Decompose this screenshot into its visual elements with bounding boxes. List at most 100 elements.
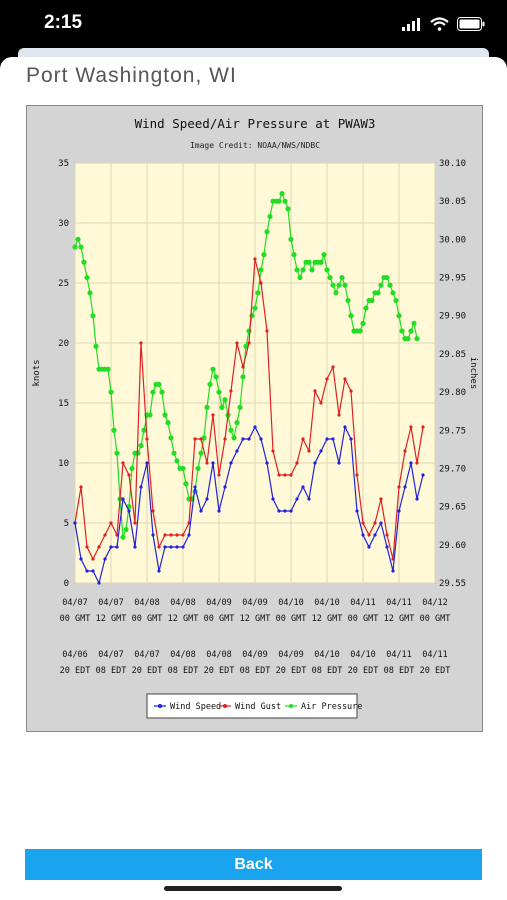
x-tick-time: 20 EDT bbox=[132, 666, 163, 676]
air-pressure-point bbox=[78, 244, 84, 250]
air-pressure-point bbox=[309, 267, 315, 273]
wind-gust-point bbox=[271, 449, 275, 453]
air-pressure-point bbox=[75, 236, 81, 242]
wind-speed-point bbox=[283, 509, 287, 513]
wind-gust-point bbox=[385, 533, 389, 537]
wind-speed-point bbox=[247, 437, 251, 441]
air-pressure-point bbox=[297, 274, 303, 281]
wind-speed-point bbox=[163, 545, 167, 549]
wind-gust-point bbox=[409, 425, 413, 429]
wind-speed-point bbox=[133, 545, 137, 549]
wind-speed-point bbox=[175, 545, 179, 549]
y-left-tick-label: 5 bbox=[64, 519, 69, 529]
x-tick-date: 04/09 bbox=[206, 598, 232, 608]
air-pressure-point bbox=[72, 244, 78, 250]
wind-speed-point bbox=[181, 545, 185, 549]
air-pressure-point bbox=[111, 427, 117, 433]
air-pressure-point bbox=[108, 389, 114, 395]
y-left-tick-label: 10 bbox=[58, 459, 69, 469]
wind-speed-point bbox=[403, 485, 407, 489]
x-tick-time: 12 GMT bbox=[240, 614, 271, 624]
wind-speed-point bbox=[325, 437, 329, 441]
air-pressure-point bbox=[105, 366, 111, 372]
air-pressure-point bbox=[222, 397, 228, 403]
x-tick-date: 04/08 bbox=[206, 650, 232, 660]
wind-gust-point bbox=[415, 461, 419, 465]
air-pressure-point bbox=[396, 313, 402, 319]
y-axis-right-label: inches bbox=[468, 357, 478, 390]
y-right-tick-label: 29.80 bbox=[439, 388, 466, 398]
chart-image: Wind Speed/Air Pressure at PWAW3 Image C… bbox=[26, 105, 483, 732]
air-pressure-point bbox=[174, 458, 180, 464]
x-tick-date: 04/09 bbox=[242, 650, 268, 660]
wind-speed-point bbox=[253, 425, 257, 429]
wind-speed-point bbox=[355, 509, 359, 513]
y-axis-left-label: knots bbox=[32, 359, 42, 386]
air-pressure-point bbox=[300, 267, 306, 273]
air-pressure-point bbox=[168, 435, 174, 441]
x-tick-time: 12 GMT bbox=[168, 614, 199, 624]
x-tick-date: 04/10 bbox=[278, 598, 304, 608]
wind-speed-point bbox=[301, 485, 305, 489]
legend-label-air-pressure: Air Pressure bbox=[301, 702, 362, 712]
x-tick-date: 04/11 bbox=[422, 650, 448, 660]
x-tick-time: 08 EDT bbox=[96, 666, 127, 676]
wind-gust-point bbox=[331, 365, 335, 369]
air-pressure-point bbox=[252, 305, 258, 311]
wind-gust-point bbox=[379, 497, 383, 501]
air-pressure-point bbox=[399, 328, 405, 334]
legend-marker-wind-speed bbox=[158, 704, 162, 708]
wind-speed-point bbox=[409, 461, 413, 465]
x-tick-time: 12 GMT bbox=[96, 614, 127, 624]
air-pressure-point bbox=[138, 442, 144, 449]
wind-gust-point bbox=[301, 437, 305, 441]
y-right-tick-label: 30.05 bbox=[439, 197, 466, 207]
wind-gust-point bbox=[175, 533, 179, 537]
wind-gust-point bbox=[133, 521, 137, 525]
wind-speed-point bbox=[331, 437, 335, 441]
wind-gust-point bbox=[97, 545, 101, 549]
air-pressure-point bbox=[339, 274, 345, 281]
air-pressure-point bbox=[162, 412, 168, 418]
wind-gust-point bbox=[139, 341, 143, 345]
wind-gust-point bbox=[79, 485, 83, 489]
wind-gust-point bbox=[145, 437, 149, 441]
wind-gust-point bbox=[109, 521, 113, 525]
wind-speed-point bbox=[379, 521, 383, 525]
wind-gust-point bbox=[397, 485, 401, 489]
x-tick-date: 04/12 bbox=[422, 598, 448, 608]
air-pressure-point bbox=[231, 435, 237, 441]
wind-speed-point bbox=[205, 497, 209, 501]
wind-speed-point bbox=[115, 545, 119, 549]
wind-gust-point bbox=[169, 533, 173, 537]
wind-speed-point bbox=[157, 569, 161, 573]
wind-gust-point bbox=[265, 329, 269, 333]
legend: Wind Speed Wind Gust Air Pressure bbox=[146, 693, 362, 719]
back-button[interactable]: Back bbox=[25, 849, 482, 880]
y-left-tick-label: 30 bbox=[58, 219, 69, 229]
x-tick-date: 04/07 bbox=[62, 598, 88, 608]
air-pressure-point bbox=[258, 267, 264, 273]
wind-gust-point bbox=[157, 545, 161, 549]
wind-gust-point bbox=[349, 389, 353, 393]
air-pressure-point bbox=[207, 381, 213, 388]
x-tick-time: 20 EDT bbox=[276, 666, 307, 676]
y-left-tick-label: 25 bbox=[58, 279, 69, 289]
air-pressure-point bbox=[375, 290, 381, 296]
x-tick-time: 20 EDT bbox=[60, 666, 91, 676]
air-pressure-point bbox=[327, 274, 333, 281]
wind-gust-point bbox=[367, 533, 371, 537]
air-pressure-point bbox=[129, 465, 135, 472]
y-right-tick-label: 29.60 bbox=[439, 541, 466, 551]
wind-gust-point bbox=[421, 425, 425, 429]
x-tick-time: 20 EDT bbox=[420, 666, 451, 676]
wind-speed-point bbox=[277, 509, 281, 513]
air-pressure-point bbox=[198, 450, 204, 456]
air-pressure-point bbox=[405, 336, 411, 342]
wind-speed-point bbox=[289, 509, 293, 513]
air-pressure-point bbox=[216, 389, 222, 395]
air-pressure-point bbox=[183, 481, 189, 487]
x-tick-date: 04/11 bbox=[386, 598, 412, 608]
x-tick-date: 04/09 bbox=[242, 598, 268, 608]
wind-speed-point bbox=[421, 473, 425, 477]
